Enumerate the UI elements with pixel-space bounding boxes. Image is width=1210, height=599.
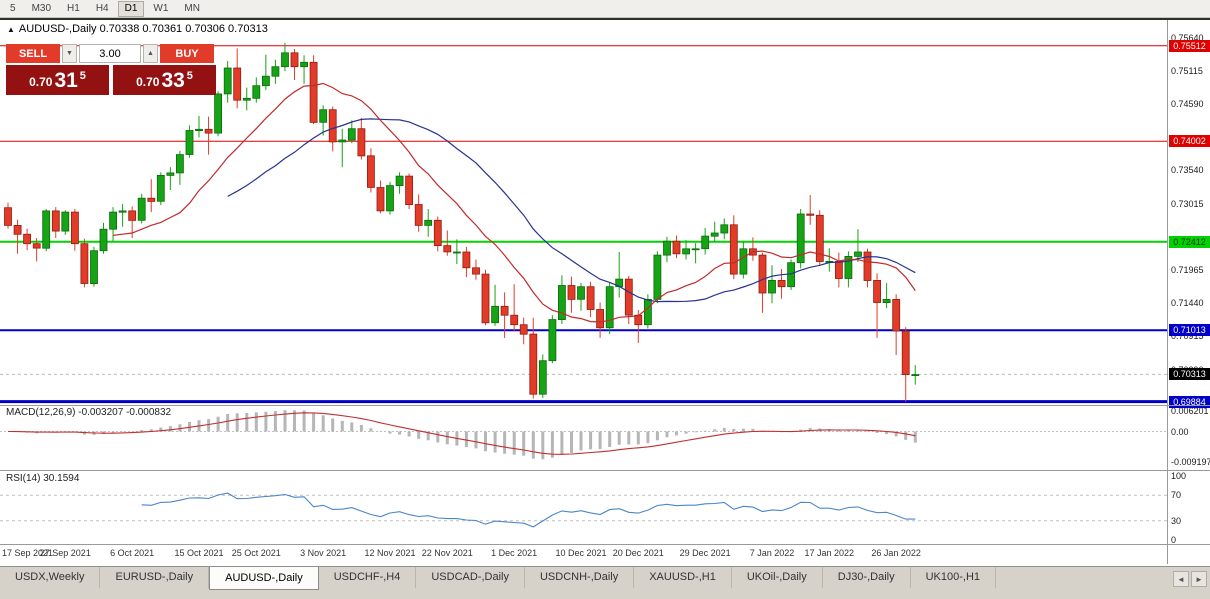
chart-tab-usdcnh-daily[interactable]: USDCNH-,Daily [525, 567, 635, 588]
sell-button[interactable]: SELL [6, 44, 60, 63]
pane-separator[interactable] [0, 405, 1210, 406]
date-axis-label: 15 Oct 2021 [174, 548, 224, 558]
date-axis-label: 3 Nov 2021 [300, 548, 347, 558]
one-click-trading-widget: SELL ▼ ▲ BUY 0.70 31 5 0.70 33 5 [6, 44, 216, 95]
rsi-indicator-canvas[interactable] [0, 470, 1167, 544]
date-axis[interactable]: 17 Sep 2021 27 Sep 2021 6 Oct 2021 15 Oct 2… [0, 545, 1167, 565]
volume-decrease-button[interactable]: ▼ [62, 44, 77, 63]
price-axis-label: 0.75115 [1171, 65, 1203, 76]
macd-label: MACD(12,26,9) -0.003207 -0.000832 [6, 407, 172, 418]
pane-separator [0, 544, 1210, 545]
price-axis-label: 0.71440 [1171, 298, 1204, 309]
buy-button[interactable]: BUY [160, 44, 214, 63]
price-axis-badge: 0.69884 [1169, 395, 1210, 408]
moving-average-line [113, 82, 916, 323]
tab-scroll-left-icon[interactable]: ◄ [1173, 571, 1189, 587]
chevron-down-icon: ▼ [66, 50, 73, 57]
tab-scroll-controls: ◄ ► [1173, 571, 1207, 587]
chart-tab-xauusd-h1[interactable]: XAUUSD-,H1 [634, 567, 732, 588]
date-axis-label: 17 Sep 2021 [2, 548, 54, 558]
chart-title: ▲ AUDUSD-,Daily 0.70338 0.70361 0.70306 … [7, 23, 268, 35]
chart-tab-usdchf-h4[interactable]: USDCHF-,H4 [319, 567, 417, 588]
date-axis-label: 25 Oct 2021 [231, 548, 281, 558]
rsi-axis-label: 0 [1171, 535, 1177, 545]
price-chart-canvas[interactable] [0, 0, 1167, 405]
chart-tab-usdcad-daily[interactable]: USDCAD-,Daily [416, 567, 525, 588]
date-axis-label: 26 Jan 2022 [871, 548, 921, 558]
symbol-arrow-icon: ▲ [7, 24, 15, 34]
sell-price-display[interactable]: 0.70 31 5 [6, 65, 109, 95]
chart-tab-uk100-h1[interactable]: UK100-,H1 [911, 567, 997, 588]
timeframe-button-mn[interactable]: MN [184, 2, 200, 14]
rsi-axis-label: 100 [1171, 471, 1187, 481]
price-axis-badge: 0.75512 [1169, 39, 1210, 52]
price-axis-label: 0.73540 [1171, 165, 1204, 176]
price-axis-label: 0.75640 [1171, 32, 1204, 43]
date-axis-label: 6 Oct 2021 [110, 548, 155, 558]
chart-title-text: AUDUSD-,Daily 0.70338 0.70361 0.70306 0.… [18, 23, 268, 35]
buy-price-pip: 5 [186, 70, 193, 82]
rsi-axis-label: 70 [1171, 490, 1182, 501]
tab-scroll-right-icon[interactable]: ► [1191, 571, 1207, 587]
pane-separator[interactable] [0, 470, 1210, 471]
volume-input[interactable] [79, 44, 141, 63]
rsi-label: RSI(14) 30.1594 [6, 473, 80, 484]
chart-tab-ukoil-daily[interactable]: UKOil-,Daily [732, 567, 823, 588]
price-axis-badge: 0.74002 [1169, 135, 1210, 148]
chart-tab-audusd-daily[interactable]: AUDUSD-,Daily [209, 567, 319, 590]
price-axis-badge: 0.70313 [1169, 368, 1210, 381]
date-axis-label: 27 Sep 2021 [39, 548, 91, 558]
sell-price-pip: 5 [79, 70, 86, 82]
timeframe-button-w1[interactable]: W1 [153, 2, 169, 14]
timeframe-toolbar: 5 M30 H1 H4 D1 W1 MN [0, 0, 1210, 18]
price-axis[interactable]: 0.75640 0.75115 0.74590 0.73540 0.73015 0.719… [1167, 0, 1210, 564]
price-axis-label: 0.74590 [1171, 98, 1204, 109]
chart-tab-bar: USDX,Weekly EURUSD-,Daily AUDUSD-,Daily USD… [0, 566, 1210, 599]
macd-indicator-canvas[interactable] [0, 405, 1167, 470]
horizontal-level-lines [0, 45, 1167, 404]
buy-price-main: 33 [161, 69, 185, 92]
macd-signal-line [7, 412, 916, 455]
price-axis-label: 0.73015 [1171, 198, 1204, 209]
macd-axis-label: -0.009197 [1171, 457, 1210, 467]
chevron-up-icon: ▲ [147, 50, 154, 57]
sell-price-prefix: 0.70 [29, 75, 53, 89]
timeframe-button-h1[interactable]: H1 [67, 2, 80, 14]
date-axis-label: 17 Jan 2022 [804, 548, 855, 558]
date-axis-label: 12 Nov 2021 [364, 548, 416, 558]
timeframe-button-d1[interactable]: D1 [117, 0, 145, 17]
chart-tab-dj30-daily[interactable]: DJ30-,Daily [823, 567, 911, 588]
chart-tab-eurusd-daily[interactable]: EURUSD-,Daily [100, 567, 210, 588]
price-axis-badge: 0.72412 [1169, 235, 1210, 248]
rsi-axis-label: 30 [1171, 515, 1182, 526]
date-axis-label: 10 Dec 2021 [555, 548, 607, 558]
macd-axis-label: 0.006201 [1171, 406, 1209, 416]
candles-group [4, 42, 920, 402]
date-axis-label: 20 Dec 2021 [612, 548, 664, 558]
timeframe-button-5[interactable]: 5 [10, 2, 16, 14]
date-axis-label: 1 Dec 2021 [491, 548, 538, 558]
date-axis-label: 22 Nov 2021 [421, 548, 473, 558]
buy-price-prefix: 0.70 [136, 75, 160, 89]
date-axis-label: 29 Dec 2021 [679, 548, 731, 558]
price-axis-badge: 0.71013 [1169, 324, 1210, 337]
macd-histogram [16, 410, 917, 460]
macd-axis-label: 0.00 [1171, 426, 1189, 437]
date-axis-label: 7 Jan 2022 [749, 548, 795, 558]
timeframe-button-m30[interactable]: M30 [31, 2, 52, 14]
buy-price-display[interactable]: 0.70 33 5 [113, 65, 216, 95]
sell-price-main: 31 [54, 69, 78, 92]
chart-tab-usdx-weekly[interactable]: USDX,Weekly [0, 567, 101, 588]
moving-average-line [227, 118, 916, 303]
volume-increase-button[interactable]: ▲ [143, 44, 158, 63]
chart-window-border [0, 18, 1210, 20]
timeframe-button-h4[interactable]: H4 [95, 2, 109, 14]
price-axis-label: 0.71965 [1171, 264, 1204, 275]
price-axis-label: 0.70915 [1171, 331, 1204, 342]
rsi-line [141, 492, 916, 528]
